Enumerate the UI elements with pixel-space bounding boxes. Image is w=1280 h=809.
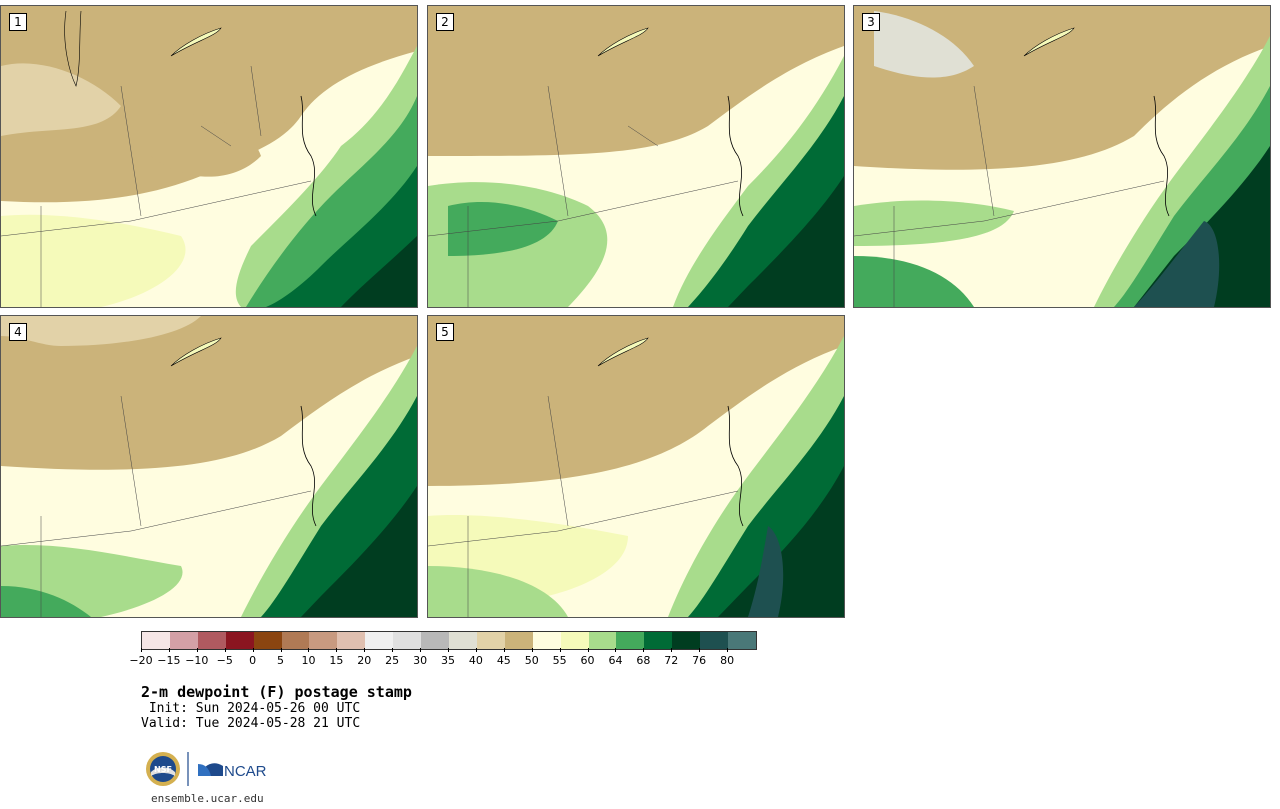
colorbar-tick-label: 30: [413, 654, 428, 667]
colorbar-tick: [364, 648, 366, 652]
colorbar-tick: [671, 648, 673, 652]
colorbar-tick-label: 68: [636, 654, 651, 667]
colorbar-tick: [392, 648, 394, 652]
colorbar-tick-label: 20: [357, 654, 372, 667]
colorbar-tick-label: −5: [216, 654, 233, 667]
colorbar-tick-label: 72: [664, 654, 679, 667]
colorbar-tick-label: 25: [385, 654, 400, 667]
figure-title: 2-m dewpoint (F) postage stamp: [141, 683, 412, 701]
colorbar-segment: [672, 632, 701, 649]
colorbar: [141, 631, 757, 650]
colorbar-tick: [448, 648, 449, 652]
colorbar-tick-label: 10: [301, 654, 316, 667]
colorbar-segment: [588, 632, 617, 649]
nsf-seal-icon: [146, 752, 180, 786]
stamp-panel-4: 4: [0, 315, 418, 618]
dewpoint-map-1: [1, 6, 417, 307]
colorbar-tick-label: 35: [441, 654, 455, 667]
ncar-text: NCAR: [224, 763, 267, 780]
colorbar-segment: [421, 632, 449, 649]
colorbar-segment: [728, 632, 756, 649]
ncar-mark-icon: [198, 763, 223, 776]
stamp-panel-3: 3: [853, 5, 1271, 308]
colorbar-tick-label: 45: [496, 654, 511, 667]
colorbar-tick: [559, 648, 561, 652]
colorbar-tick-label: 15: [329, 654, 344, 667]
colorbar-segment: [225, 632, 254, 649]
colorbar-tick: [587, 648, 589, 652]
colorbar-segment: [337, 632, 366, 649]
colorbar-tick: [420, 648, 422, 652]
colorbar-tick-label: −10: [185, 654, 209, 667]
colorbar-tick-label: 80: [720, 654, 735, 667]
colorbar-segment: [532, 632, 561, 649]
colorbar-tick: [503, 648, 505, 652]
panel-number: 2: [436, 13, 454, 31]
colorbar-tick: [224, 648, 226, 652]
colorbar-tick: [336, 648, 338, 652]
colorbar-tick: [727, 648, 729, 652]
nsf-ncar-logo: NSF NCAR: [145, 750, 275, 790]
colorbar-segment: [281, 632, 310, 649]
stamp-panel-2: 2: [427, 5, 845, 308]
colorbar-segment: [504, 632, 533, 649]
colorbar-segment: [616, 632, 645, 649]
colorbar-tick-label: 76: [692, 654, 707, 667]
colorbar-tick: [168, 648, 170, 652]
colorbar-tick: [196, 648, 198, 652]
dewpoint-map-2: [428, 6, 844, 307]
colorbar-tick: [280, 648, 282, 652]
colorbar-segment: [448, 632, 477, 649]
colorbar-tick-label: 55: [552, 654, 567, 667]
panel-number: 3: [862, 13, 880, 31]
panel-number: 1: [9, 13, 27, 31]
colorbar-tick: [643, 648, 645, 652]
colorbar-tick: [141, 648, 142, 652]
valid-time: Valid: Tue 2024-05-28 21 UTC: [141, 716, 361, 731]
dewpoint-map-4: [1, 316, 417, 617]
init-time: Init: Sun 2024-05-26 00 UTC: [141, 701, 361, 716]
colorbar-tick: [531, 648, 533, 652]
colorbar-segment: [476, 632, 505, 649]
colorbar-tick-label: 64: [608, 654, 623, 667]
dewpoint-map-3: [854, 6, 1270, 307]
colorbar-segment: [365, 632, 394, 649]
colorbar-tick: [308, 648, 310, 652]
colorbar-tick-label: 0: [249, 654, 257, 667]
panel-number: 5: [436, 323, 454, 341]
colorbar-segment: [169, 632, 198, 649]
colorbar-segment: [560, 632, 589, 649]
colorbar-tick-label: 60: [580, 654, 595, 667]
panel-number: 4: [9, 323, 27, 341]
footer-url: ensemble.ucar.edu: [151, 792, 264, 805]
colorbar-tick-label: 50: [524, 654, 539, 667]
colorbar-ticks: −20 −15 −10 −5 0 5 10 15 20 25 30 35 40 45 50 55 60 64 68 7…: [129, 648, 755, 678]
colorbar-segment: [700, 632, 729, 649]
colorbar-segment: [142, 632, 170, 649]
stamp-panel-5: 5: [427, 315, 845, 618]
colorbar-segment: [393, 632, 422, 649]
colorbar-segment: [197, 632, 226, 649]
stamp-panel-1: 1: [0, 5, 418, 308]
colorbar-tick-label: −15: [157, 654, 181, 667]
dewpoint-map-5: [428, 316, 844, 617]
colorbar-tick: [252, 648, 254, 652]
colorbar-segment: [644, 632, 673, 649]
nsf-text: NSF: [154, 765, 172, 774]
colorbar-segment: [253, 632, 282, 649]
colorbar-segment: [309, 632, 338, 649]
colorbar-tick-label: 40: [468, 654, 483, 667]
colorbar-tick-label: 5: [277, 654, 285, 667]
colorbar-tick: [699, 648, 701, 652]
colorbar-tick: [615, 648, 617, 652]
colorbar-tick-label: −20: [129, 654, 153, 667]
colorbar-tick: [475, 648, 477, 652]
